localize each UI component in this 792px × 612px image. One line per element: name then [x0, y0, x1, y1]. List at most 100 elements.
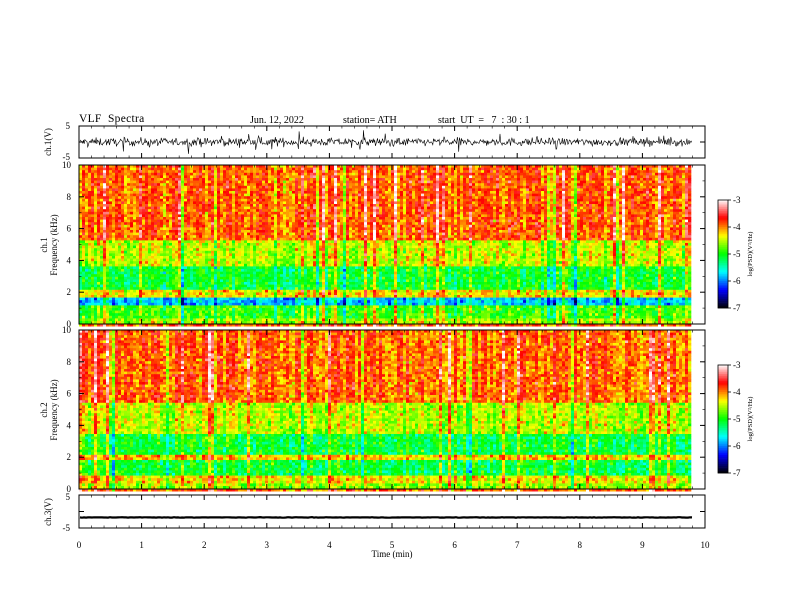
spectrogram-cell	[643, 204, 646, 207]
spectrogram-cell	[415, 186, 418, 189]
spectrogram-cell	[166, 191, 169, 194]
spectrogram-cell	[280, 191, 283, 194]
spectrogram-cell	[655, 173, 658, 176]
spectrogram-cell	[337, 204, 340, 207]
spectrogram-cell	[565, 188, 568, 191]
spectrogram-cell	[649, 209, 652, 212]
spectrogram-cell	[115, 173, 118, 176]
spectrogram-cell	[130, 183, 133, 186]
spectrogram-cell	[418, 209, 421, 212]
spectrogram-cell	[100, 201, 103, 204]
spectrogram-cell	[355, 214, 358, 217]
spectrogram-cell	[157, 196, 160, 199]
spectrogram-cell	[85, 222, 88, 225]
spectrogram-cell	[577, 222, 580, 225]
spectrogram-cell	[253, 217, 256, 220]
spectrogram-cell	[265, 170, 268, 173]
spectrogram-cell	[256, 222, 259, 225]
spectrogram-cell	[685, 212, 688, 215]
spectrogram-cell	[346, 214, 349, 217]
spectrogram-cell	[355, 188, 358, 191]
spectrogram-cell	[529, 201, 532, 204]
spectrogram-cell	[496, 220, 499, 223]
spectrogram-cell	[304, 209, 307, 212]
spectrogram-cell	[628, 188, 631, 191]
spectrogram-cell	[643, 175, 646, 178]
spectrogram-cell	[340, 225, 343, 228]
spectrogram-cell	[289, 178, 292, 181]
spectrogram-cell	[637, 201, 640, 204]
spectrogram-cell	[280, 168, 283, 171]
spectrogram-cell	[229, 209, 232, 212]
spectrogram-cell	[337, 214, 340, 217]
spectrogram-cell	[361, 168, 364, 171]
spectrogram-cell	[310, 199, 313, 202]
spectrogram-cell	[553, 212, 556, 215]
spectrogram-cell	[430, 168, 433, 171]
spectrogram-cell	[667, 209, 670, 212]
spectrogram-cell	[568, 209, 571, 212]
spectrogram-cell	[511, 173, 514, 176]
spectrogram-cell	[538, 209, 541, 212]
spectrogram-cell	[535, 178, 538, 181]
spectrogram-cell	[148, 181, 151, 184]
spectrogram-cell	[388, 207, 391, 210]
spectrogram-cell	[310, 201, 313, 204]
spectrogram-cell	[499, 220, 502, 223]
spectrogram-cell	[241, 168, 244, 171]
spectrogram-cell	[160, 199, 163, 202]
spectrogram-cell	[559, 204, 562, 207]
spectrogram-cell	[610, 199, 613, 202]
spectrogram-cell	[406, 173, 409, 176]
spectrogram-cell	[622, 209, 625, 212]
spectrogram-cell	[559, 201, 562, 204]
spectrogram-cell	[490, 209, 493, 212]
spectrogram-cell	[679, 222, 682, 225]
spectrogram-cell	[511, 209, 514, 212]
spectrogram-cell	[580, 194, 583, 197]
spectrogram-cell	[223, 191, 226, 194]
spectrogram-cell	[607, 214, 610, 217]
spectrogram-cell	[643, 196, 646, 199]
spectrogram-cell	[478, 170, 481, 173]
spectrogram-cell	[142, 183, 145, 186]
spectrogram-cell	[400, 220, 403, 223]
spectrogram-cell	[523, 194, 526, 197]
spectrogram-cell	[514, 201, 517, 204]
spectrogram-cell	[430, 186, 433, 189]
spectrogram-cell	[334, 188, 337, 191]
spectrogram-cell	[385, 220, 388, 223]
spectrogram-cell	[187, 212, 190, 215]
spectrogram-cell	[556, 214, 559, 217]
spectrogram-cell	[442, 194, 445, 197]
spectrogram-cell	[127, 212, 130, 215]
spectrogram-cell	[157, 214, 160, 217]
spectrogram-cell	[646, 170, 649, 173]
spectrogram-cell	[628, 173, 631, 176]
spectrogram-cell	[448, 194, 451, 197]
spectrogram-cell	[529, 183, 532, 186]
spectrogram-cell	[352, 214, 355, 217]
spectrogram-cell	[550, 178, 553, 181]
spectrogram-cell	[496, 183, 499, 186]
spectrogram-cell	[142, 225, 145, 228]
spectrogram-cell	[181, 220, 184, 223]
spectrogram-cell	[310, 217, 313, 220]
spectrogram-cell	[238, 225, 241, 228]
spectrogram-cell	[604, 214, 607, 217]
spectrogram-cell	[355, 199, 358, 202]
spectrogram-cell	[529, 181, 532, 184]
spectrogram-cell	[508, 201, 511, 204]
spectrogram-cell	[685, 217, 688, 220]
spectrogram-cell	[418, 175, 421, 178]
spectrogram-cell	[157, 201, 160, 204]
spectrogram-cell	[190, 225, 193, 228]
spectrogram-cell	[364, 220, 367, 223]
spectrogram-cell	[346, 194, 349, 197]
spectrogram-cell	[259, 220, 262, 223]
spectrogram-cell	[658, 220, 661, 223]
spectrogram-cell	[424, 181, 427, 184]
spectrogram-cell	[364, 207, 367, 210]
spectrogram-cell	[220, 204, 223, 207]
spectrogram-cell	[115, 207, 118, 210]
